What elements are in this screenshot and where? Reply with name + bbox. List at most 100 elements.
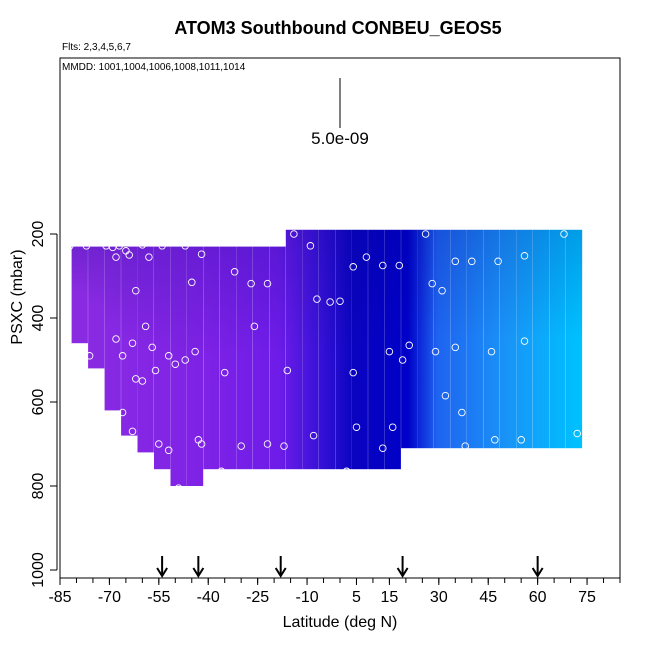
- data-point: [230, 268, 239, 276]
- data-point: [290, 230, 298, 238]
- flight-arrows: [156, 556, 544, 578]
- data-point: [112, 253, 120, 261]
- data-point: [128, 339, 137, 347]
- chart-title: ATOM3 Southbound CONBEU_GEOS5: [174, 18, 502, 38]
- data-point: [438, 286, 446, 295]
- x-tick-label: 30: [430, 589, 448, 606]
- heatmap-shade: [483, 229, 500, 449]
- heatmap-shade: [318, 229, 336, 470]
- down-arrow-icon: [531, 556, 544, 578]
- data-point: [309, 431, 318, 440]
- data-point: [517, 436, 525, 444]
- arrow-head: [156, 567, 168, 578]
- data-point: [115, 242, 124, 250]
- heatmap-shade: [252, 246, 270, 470]
- data-point: [85, 352, 94, 360]
- data-point: [362, 253, 371, 261]
- x-axis-label: Latitude (deg N): [282, 614, 398, 631]
- data-point: [118, 352, 127, 360]
- x-axis: -85 -70 -55 -40 -25 -10 5 15 30 45 60 75: [48, 577, 621, 606]
- data-point: [82, 242, 91, 250]
- y-axis: 200 400 600 800 1000: [30, 221, 58, 588]
- data-point: [132, 286, 140, 295]
- data-point: [336, 297, 344, 305]
- x-tick-label: 75: [578, 589, 596, 606]
- x-tick-label: -10: [295, 589, 318, 606]
- data-point: [118, 408, 127, 417]
- data-point: [385, 347, 394, 356]
- x-tick-label: 45: [479, 589, 497, 606]
- x-tick-label: -70: [98, 589, 121, 606]
- data-point: [431, 347, 440, 356]
- heatmap-shade: [384, 229, 402, 470]
- y-tick-label: 600: [30, 389, 47, 416]
- data-point: [171, 360, 180, 368]
- heatmap-shade: [220, 246, 237, 470]
- data-point: [148, 343, 156, 352]
- heatmap-shade: [187, 246, 204, 486]
- data-point: [237, 442, 245, 450]
- arrow-head: [531, 567, 544, 578]
- data-point: [428, 279, 436, 288]
- heatmap-shade: [549, 229, 566, 449]
- heatmap-shade: [500, 229, 517, 449]
- data-point: [395, 261, 404, 270]
- data-point: [379, 261, 387, 270]
- data-point: [164, 352, 173, 360]
- y-tick-label: 800: [30, 473, 47, 500]
- data-point: [461, 442, 469, 450]
- x-tick-label: 15: [381, 589, 399, 606]
- data-point: [188, 278, 196, 287]
- heatmap-shade: [88, 246, 105, 369]
- data-point: [349, 368, 357, 377]
- data-point: [388, 423, 397, 431]
- data-point: [398, 356, 407, 364]
- heatmap-shade: [137, 246, 155, 453]
- data-point: [352, 423, 361, 431]
- down-arrow-icon: [274, 556, 287, 578]
- data-point: [441, 391, 450, 400]
- data-point: [174, 484, 183, 492]
- data-point: [145, 253, 153, 261]
- data-point: [421, 230, 430, 238]
- data-point: [280, 442, 288, 450]
- data-point: [158, 242, 166, 250]
- heatmap-shade: [565, 229, 583, 449]
- data-point: [141, 322, 150, 331]
- heatmap-shade: [417, 229, 435, 449]
- data-point: [451, 257, 460, 266]
- data-point: [349, 263, 357, 271]
- heatmap-shade: [302, 229, 319, 470]
- data-point: [306, 242, 315, 250]
- heatmap-shade: [236, 246, 253, 470]
- data-point: [491, 436, 499, 444]
- data-point: [132, 375, 140, 383]
- heatmap-shade: [104, 246, 122, 411]
- data-point: [326, 298, 334, 306]
- data-point: [217, 467, 226, 476]
- heatmap-shade: [335, 229, 352, 470]
- data-point: [128, 427, 137, 436]
- observation-points: [66, 230, 581, 492]
- data-point: [220, 368, 229, 377]
- data-point: [66, 242, 74, 250]
- heatmap-shade: [450, 229, 468, 449]
- heatmap-shade: [434, 229, 451, 449]
- arrow-head: [192, 567, 205, 578]
- data-point: [138, 377, 147, 385]
- x-tick-label: -85: [48, 589, 71, 606]
- down-arrow-icon: [156, 556, 168, 578]
- data-point: [250, 322, 259, 331]
- data-point: [283, 366, 292, 375]
- heatmap-shade: [401, 229, 418, 449]
- data-point: [197, 440, 206, 448]
- data-point: [197, 250, 206, 258]
- data-point: [520, 252, 529, 260]
- data-point: [181, 356, 189, 364]
- heatmap-cells: [71, 229, 583, 486]
- data-point: [125, 251, 133, 259]
- mmdd-note: MMDD: 1001,1004,1006,1008,1011,1014: [62, 62, 246, 73]
- heatmap-shade: [285, 229, 303, 470]
- heatmap-shade: [516, 229, 533, 449]
- heatmap-shade: [154, 246, 171, 470]
